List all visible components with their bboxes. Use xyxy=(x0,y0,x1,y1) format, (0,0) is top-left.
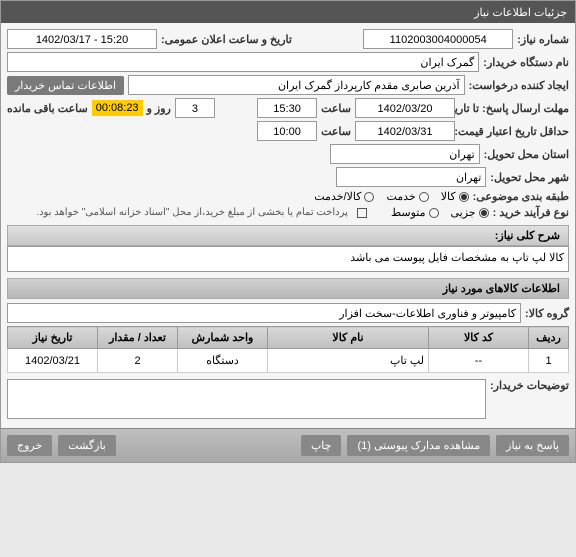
class-service-radio[interactable]: خدمت xyxy=(386,190,428,203)
deadline-date-field: 1402/03/20 xyxy=(355,98,455,118)
items-section-header: اطلاعات کالاهای مورد نیاز xyxy=(7,278,569,299)
deadline-label: مهلت ارسال پاسخ: تا تاریخ: xyxy=(459,102,569,115)
class-goodsservice-radio[interactable]: کالا/خدمت xyxy=(314,190,374,203)
class-goods-radio[interactable]: کالا xyxy=(441,190,469,203)
purchase-type-label: نوع فرآیند خرید : xyxy=(493,206,569,219)
province-field: تهران xyxy=(330,144,480,164)
contact-button[interactable]: اطلاعات تماس خریدار xyxy=(7,76,124,95)
desc-field: کالا لپ تاپ به مشخصات فایل پیوست می باشد xyxy=(7,246,569,272)
window: جزئیات اطلاعات نیاز شماره نیاز: 11020030… xyxy=(0,0,576,463)
th-row: ردیف xyxy=(529,327,569,349)
buyer-label: نام دستگاه خریدار: xyxy=(483,56,569,69)
radio-icon xyxy=(459,192,469,202)
print-button[interactable]: چاپ xyxy=(301,435,342,456)
validity-label: حداقل تاریخ اعتبار قیمت: تا تاریخ: xyxy=(459,125,569,138)
city-field: تهران xyxy=(336,167,486,187)
group-label: گروه کالا: xyxy=(525,307,569,320)
check-icon xyxy=(357,208,367,218)
need-number-field: 1102003004000054 xyxy=(363,29,513,49)
title-text: جزئیات اطلاعات نیاز xyxy=(474,7,567,19)
pt-minor-radio[interactable]: جزیی xyxy=(451,206,489,219)
radio-icon xyxy=(419,192,429,202)
requester-field: آذرین صابری مقدم کارپرداز گمرک ایران xyxy=(128,75,465,95)
content: شماره نیاز: 1102003004000054 تاریخ و ساع… xyxy=(1,23,575,428)
back-button[interactable]: بازگشت xyxy=(58,435,116,456)
td-row: 1 xyxy=(529,349,569,373)
classification-label: طبقه بندی موضوعی: xyxy=(473,190,569,203)
titlebar: جزئیات اطلاعات نیاز xyxy=(1,1,575,23)
requester-label: ایجاد کننده درخواست: xyxy=(469,79,569,92)
exit-button[interactable]: خروج xyxy=(7,435,52,456)
th-unit: واحد شمارش xyxy=(178,327,268,349)
buyer-notes-label: توضیحات خریدار: xyxy=(490,379,569,392)
table-row[interactable]: 1 -- لپ تاپ دستگاه 2 1402/03/21 xyxy=(8,349,569,373)
announce-date-label: تاریخ و ساعت اعلان عمومی: xyxy=(161,33,292,46)
city-label: شهر محل تحویل: xyxy=(490,171,569,184)
time-word-2: ساعت xyxy=(321,125,351,138)
th-date: تاریخ نیاز xyxy=(8,327,98,349)
announce-date-field: 15:20 - 1402/03/17 xyxy=(7,29,157,49)
td-date: 1402/03/21 xyxy=(8,349,98,373)
radio-icon xyxy=(364,192,374,202)
attachments-button[interactable]: مشاهده مدارک پیوستی (1) xyxy=(347,435,490,456)
need-number-label: شماره نیاز: xyxy=(517,33,569,46)
payment-note-check: پرداخت تمام یا بخشی از مبلغ خرید،از محل … xyxy=(36,207,367,218)
td-code: -- xyxy=(429,349,529,373)
deadline-time-field: 15:30 xyxy=(257,98,317,118)
td-qty: 2 xyxy=(98,349,178,373)
classification-group: کالا خدمت کالا/خدمت xyxy=(314,190,468,203)
purchase-type-group: جزیی متوسط xyxy=(391,206,489,219)
pt-medium-radio[interactable]: متوسط xyxy=(391,206,439,219)
group-field: کامپیوتر و فناوری اطلاعات-سخت افزار xyxy=(7,303,521,323)
days-left-field: 3 xyxy=(175,98,215,118)
time-word-1: ساعت xyxy=(321,102,351,115)
td-unit: دستگاه xyxy=(178,349,268,373)
validity-date-field: 1402/03/31 xyxy=(355,121,455,141)
th-code: کد کالا xyxy=(429,327,529,349)
remain-label: ساعت باقی مانده xyxy=(7,102,88,115)
footer: پاسخ به نیاز مشاهده مدارک پیوستی (1) چاپ… xyxy=(1,428,575,462)
validity-time-field: 10:00 xyxy=(257,121,317,141)
th-qty: تعداد / مقدار xyxy=(98,327,178,349)
reply-button[interactable]: پاسخ به نیاز xyxy=(496,435,569,456)
countdown: 00:08:23 xyxy=(92,100,143,116)
td-name: لپ تاپ xyxy=(268,349,429,373)
radio-icon xyxy=(479,208,489,218)
buyer-field: گمرک ایران xyxy=(7,52,479,72)
desc-section-header: شرح کلی نیاز: xyxy=(7,225,569,246)
buyer-notes-field xyxy=(7,379,486,419)
province-label: استان محل تحویل: xyxy=(484,148,569,161)
th-name: نام کالا xyxy=(268,327,429,349)
items-table: ردیف کد کالا نام کالا واحد شمارش تعداد /… xyxy=(7,326,569,373)
day-word: روز و xyxy=(147,102,171,115)
radio-icon xyxy=(429,208,439,218)
